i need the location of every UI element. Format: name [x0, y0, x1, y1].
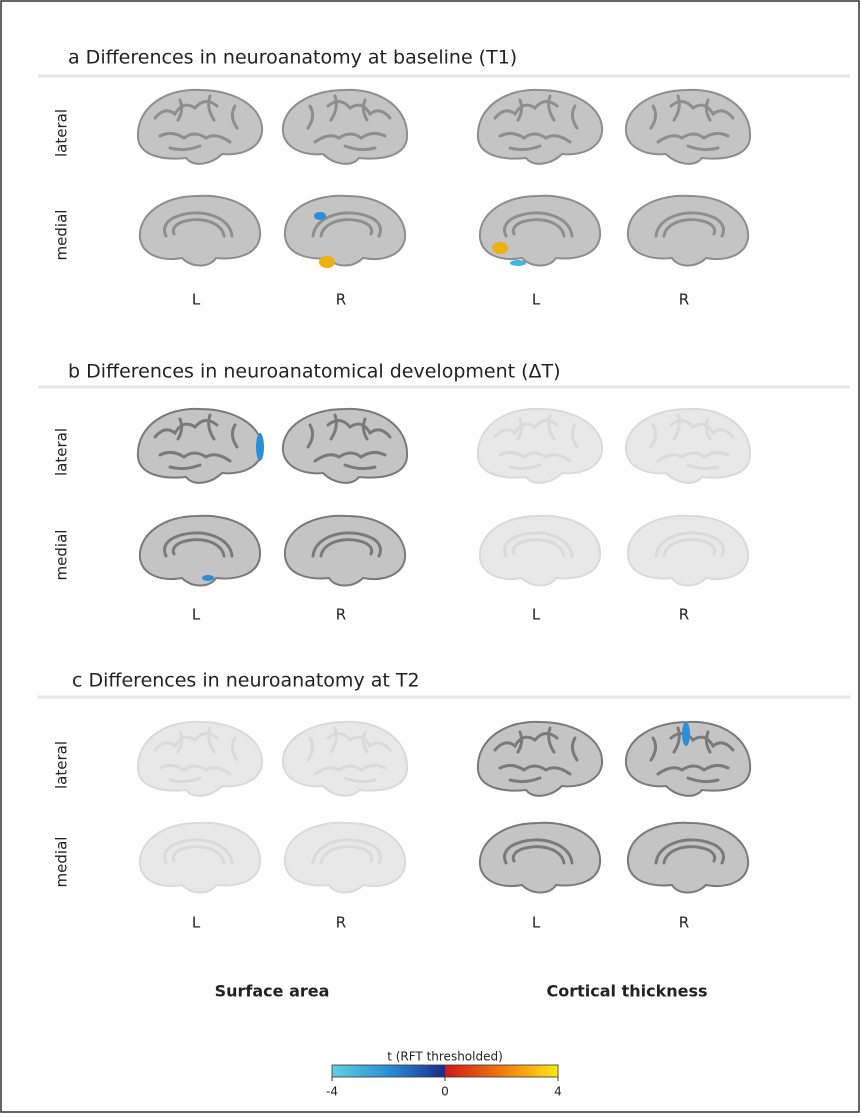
brain-surface — [480, 823, 600, 893]
brain — [283, 90, 407, 164]
column-label: Surface area — [215, 982, 330, 1001]
highlight — [319, 256, 335, 268]
brain — [285, 196, 405, 268]
brain — [478, 722, 602, 796]
colorbar-tick-label: -4 — [326, 1085, 338, 1099]
brain-surface — [626, 90, 750, 164]
brain-surface — [283, 90, 407, 164]
brain — [628, 823, 748, 893]
brain — [140, 196, 260, 266]
brain — [283, 722, 407, 796]
brain-surface — [628, 516, 748, 586]
brain — [480, 196, 600, 266]
brain-surface — [138, 90, 262, 164]
brain — [628, 516, 748, 586]
brain-surface — [140, 823, 260, 893]
colorbar-tick-label: 4 — [554, 1085, 562, 1099]
figure: Surface area Cortical thickness t (RFT t… — [0, 0, 861, 1113]
brain-surface — [140, 516, 260, 586]
view-label: lateral — [53, 109, 71, 157]
view-label: medial — [53, 210, 71, 261]
panel-title: b Differences in neuroanatomical develop… — [68, 361, 561, 383]
colorbar-tick-label: 0 — [441, 1085, 449, 1099]
brain-surface — [138, 722, 262, 796]
hemisphere-label: L — [192, 291, 201, 309]
brain-surface — [628, 196, 748, 266]
brain — [138, 90, 262, 164]
brain-surface — [478, 409, 602, 483]
brain — [283, 409, 407, 483]
brain — [480, 823, 600, 893]
brain — [480, 516, 600, 586]
hemisphere-label: L — [192, 914, 201, 932]
brain — [138, 722, 262, 796]
column-label: Cortical thickness — [546, 982, 707, 1001]
highlight — [256, 433, 264, 461]
brain-surface — [140, 196, 260, 266]
hemisphere-label: L — [532, 914, 541, 932]
view-label: medial — [53, 837, 71, 888]
panel-title: a Differences in neuroanatomy at baselin… — [68, 47, 517, 69]
hemisphere-label: R — [679, 291, 689, 309]
hemisphere-label: L — [192, 606, 201, 624]
brain — [478, 90, 602, 164]
brain-surface — [478, 90, 602, 164]
brain-surface — [626, 409, 750, 483]
brain — [626, 409, 750, 483]
hemisphere-label: L — [532, 606, 541, 624]
brain — [138, 409, 264, 483]
brain-surface — [480, 196, 600, 266]
colorbar — [332, 1065, 558, 1077]
brain — [626, 722, 750, 796]
panel-title: c Differences in neuroanatomy at T2 — [72, 670, 420, 692]
hemisphere-label: R — [336, 606, 346, 624]
highlight — [202, 575, 214, 581]
brain-surface — [628, 823, 748, 893]
view-label: medial — [53, 530, 71, 581]
brain-surface — [138, 409, 262, 483]
view-label: lateral — [53, 741, 71, 789]
brain-surface — [285, 516, 405, 586]
brain — [285, 516, 405, 586]
highlight — [492, 242, 508, 254]
brain — [140, 823, 260, 893]
hemisphere-label: R — [679, 914, 689, 932]
hemisphere-label: R — [336, 914, 346, 932]
hemisphere-label: R — [336, 291, 346, 309]
brain-surface — [283, 409, 407, 483]
brain-surface — [283, 722, 407, 796]
brain — [626, 90, 750, 164]
brain — [140, 516, 260, 586]
highlight — [510, 260, 526, 266]
hemisphere-label: L — [532, 291, 541, 309]
highlight — [314, 212, 326, 220]
highlight — [682, 722, 690, 746]
brain — [628, 196, 748, 266]
brain-surface — [480, 516, 600, 586]
view-label: lateral — [53, 428, 71, 476]
brain — [285, 823, 405, 893]
colorbar-title: t (RFT thresholded) — [387, 1050, 503, 1064]
brain-surface — [285, 196, 405, 266]
brain-surface — [478, 722, 602, 796]
brain-surface — [285, 823, 405, 893]
hemisphere-label: R — [679, 606, 689, 624]
brain — [478, 409, 602, 483]
